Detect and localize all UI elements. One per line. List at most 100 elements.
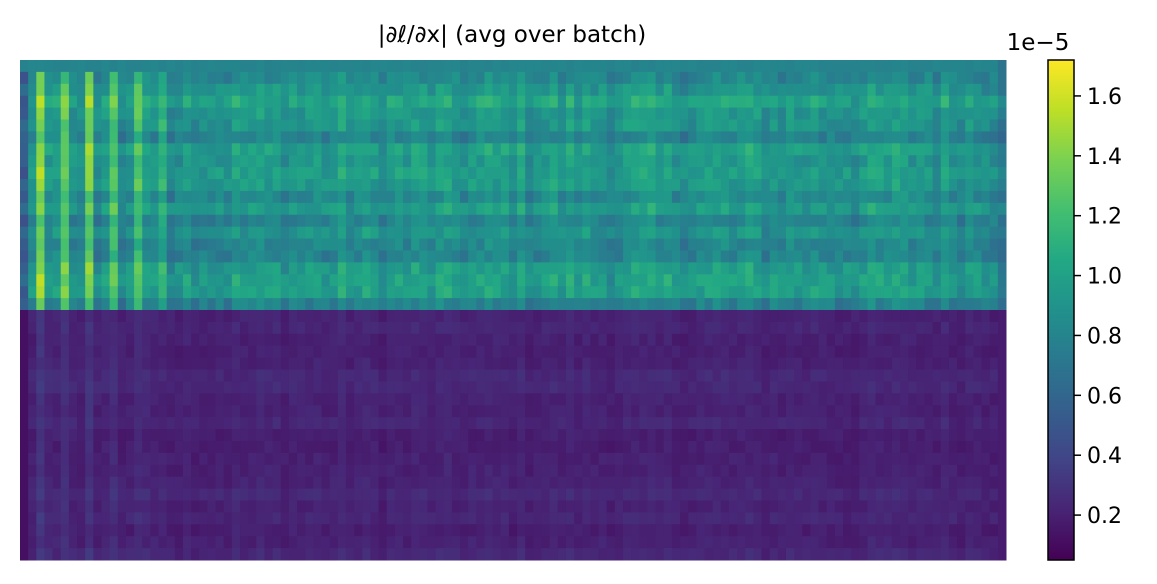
heatmap-cell — [948, 512, 958, 525]
heatmap-cell — [883, 107, 893, 121]
heatmap-cell — [402, 250, 412, 263]
heatmap-cell — [965, 405, 974, 418]
heatmap-cell — [134, 226, 143, 240]
heatmap-cell — [451, 500, 461, 513]
heatmap-cell — [957, 60, 966, 73]
heatmap-cell — [606, 429, 616, 442]
heatmap-cell — [867, 417, 877, 430]
heatmap-cell — [52, 214, 62, 228]
heatmap-cell — [533, 417, 543, 430]
heatmap-cell — [500, 167, 510, 180]
heatmap-cell — [386, 226, 396, 240]
heatmap-cell — [753, 536, 763, 549]
heatmap-cell — [60, 95, 70, 109]
heatmap-cell — [843, 393, 852, 406]
heatmap-cell — [517, 536, 526, 549]
heatmap-cell — [753, 417, 763, 430]
heatmap-cell — [386, 405, 396, 418]
heatmap-cell — [378, 286, 388, 299]
heatmap-cell — [313, 167, 323, 180]
heatmap-cell — [859, 143, 868, 156]
heatmap-cell — [753, 357, 763, 371]
heatmap-cell — [891, 262, 901, 275]
heatmap-cell — [435, 143, 445, 156]
heatmap-cell — [182, 524, 192, 537]
heatmap-cell — [802, 167, 811, 180]
heatmap-cell — [36, 131, 45, 144]
heatmap-cell — [264, 238, 274, 251]
heatmap-cell — [623, 274, 632, 287]
heatmap-cell — [370, 440, 380, 454]
heatmap-cell — [761, 417, 771, 430]
heatmap-cell — [843, 536, 852, 549]
heatmap-cell — [688, 286, 697, 299]
heatmap-cell — [883, 369, 893, 382]
heatmap-cell — [777, 107, 787, 121]
heatmap-cell — [109, 250, 119, 263]
heatmap-cell — [549, 429, 559, 442]
heatmap-cell — [52, 440, 62, 454]
heatmap-cell — [671, 333, 681, 347]
heatmap-cell — [321, 119, 331, 132]
heatmap-cell — [940, 333, 950, 347]
heatmap-cell — [680, 357, 689, 371]
heatmap-cell — [525, 107, 534, 121]
heatmap-cell — [484, 488, 494, 501]
heatmap-cell — [696, 524, 705, 537]
heatmap-cell — [973, 119, 983, 132]
heatmap-cell — [125, 202, 135, 216]
heatmap-cell — [402, 321, 412, 335]
heatmap-cell — [280, 310, 290, 323]
heatmap-cell — [728, 500, 738, 513]
heatmap-cell — [231, 60, 241, 73]
heatmap-cell — [264, 214, 274, 228]
heatmap-cell — [720, 286, 730, 299]
heatmap-cell — [427, 83, 437, 97]
heatmap-cell — [989, 167, 999, 180]
heatmap-cell — [834, 369, 844, 382]
heatmap-cell — [997, 60, 1007, 73]
heatmap-cell — [639, 440, 648, 454]
heatmap-cell — [20, 71, 29, 85]
heatmap-cell — [606, 262, 616, 275]
heatmap-cell — [362, 345, 371, 359]
heatmap-cell — [174, 464, 184, 478]
heatmap-cell — [696, 226, 705, 240]
heatmap-cell — [419, 179, 428, 192]
heatmap-cell — [973, 107, 983, 121]
heatmap-cell — [20, 238, 29, 251]
heatmap-cell — [696, 393, 705, 406]
heatmap-cell — [297, 464, 306, 478]
heatmap-cell — [533, 298, 543, 311]
heatmap-cell — [712, 107, 722, 121]
heatmap-cell — [125, 119, 135, 132]
heatmap-cell — [386, 60, 396, 73]
heatmap-cell — [590, 429, 600, 442]
heatmap-cell — [337, 452, 347, 466]
heatmap-cell — [215, 369, 225, 382]
heatmap-cell — [370, 476, 380, 490]
heatmap-cell — [916, 393, 926, 406]
heatmap-cell — [883, 381, 893, 394]
heatmap-cell — [223, 214, 233, 228]
heatmap-cell — [158, 286, 168, 299]
heatmap-cell — [354, 71, 363, 85]
heatmap-cell — [728, 429, 738, 442]
heatmap-cell — [785, 71, 795, 85]
heatmap-cell — [720, 143, 730, 156]
heatmap-cell — [875, 452, 885, 466]
heatmap-cell — [614, 60, 624, 73]
heatmap-cell — [924, 310, 934, 323]
heatmap-cell — [704, 107, 714, 121]
heatmap-cell — [109, 238, 119, 251]
heatmap-cell — [484, 274, 494, 287]
heatmap-cell — [362, 369, 371, 382]
heatmap-cell — [231, 238, 241, 251]
heatmap-cell — [411, 214, 420, 228]
heatmap-cell — [36, 238, 45, 251]
heatmap-cell — [362, 143, 371, 156]
heatmap-cell — [215, 345, 225, 359]
heatmap-cell — [508, 95, 518, 109]
heatmap-cell — [777, 214, 787, 228]
heatmap-cell — [508, 405, 518, 418]
